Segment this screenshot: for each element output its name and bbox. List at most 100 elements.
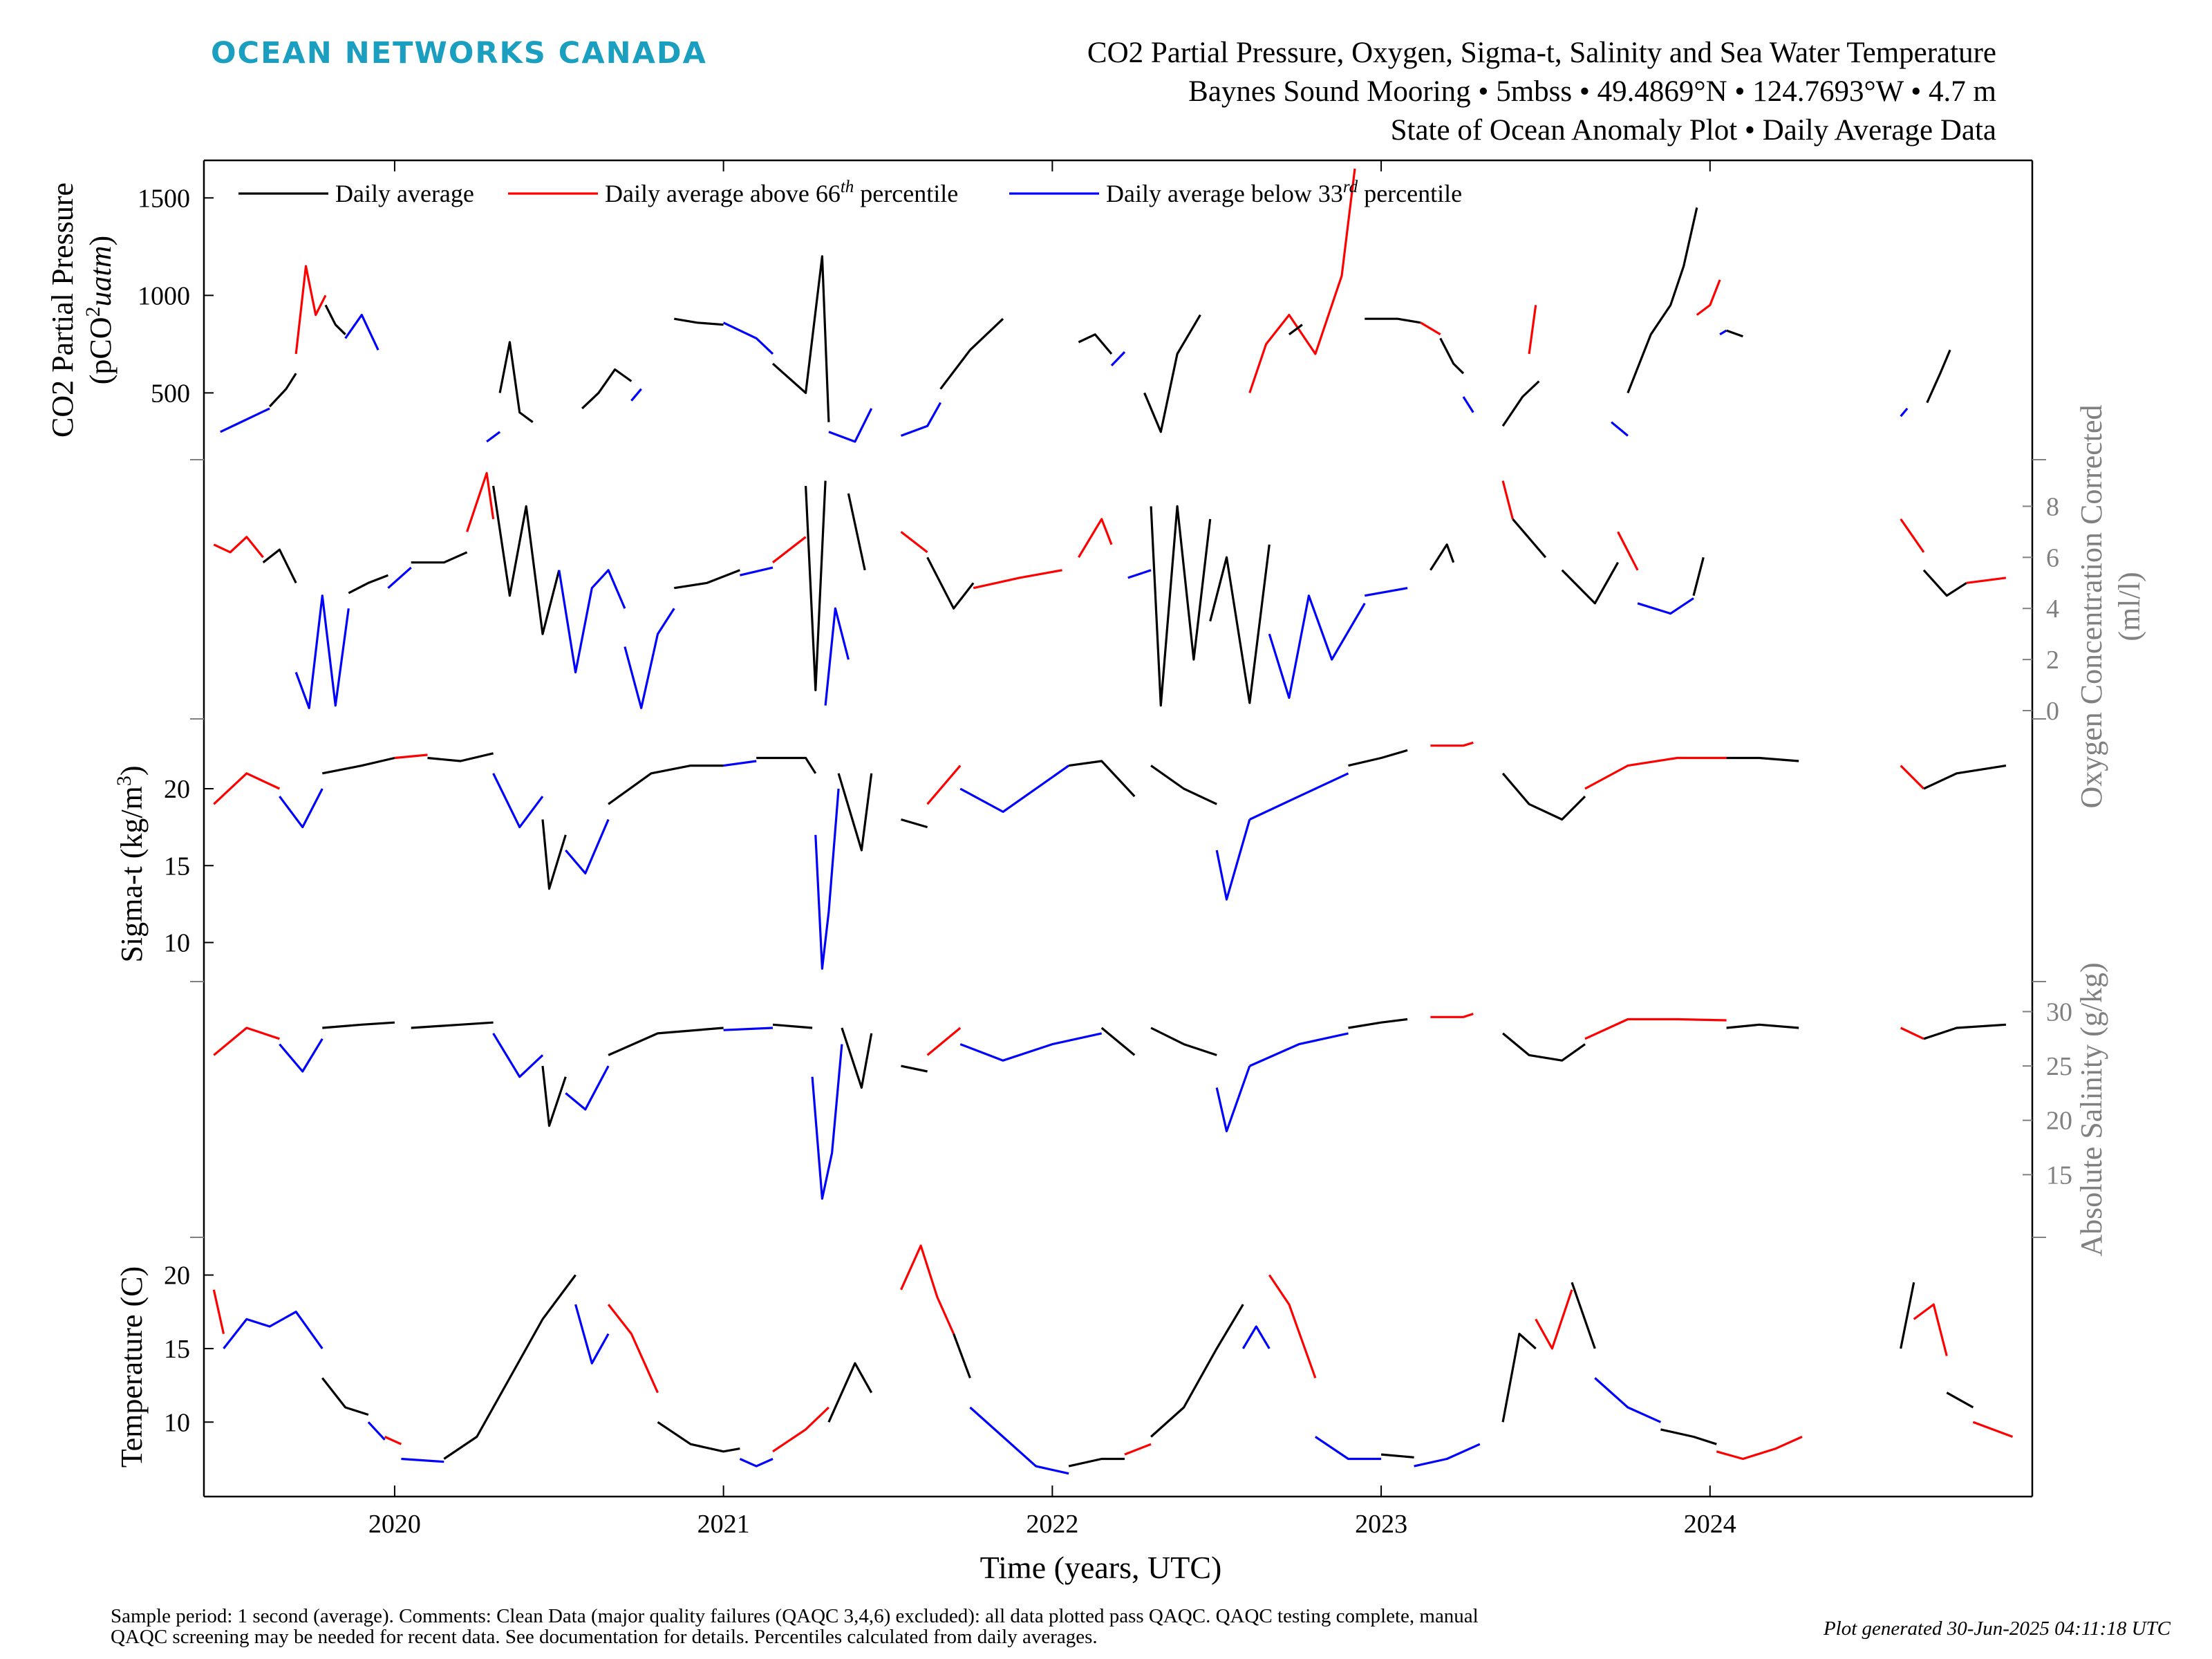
oxygen-series-daily-21 xyxy=(1150,505,1212,707)
salinity-ytick-label: 20 xyxy=(2046,1107,2072,1136)
sigma-series-daily-4 xyxy=(427,752,494,762)
oxygen-series-daily-27 xyxy=(1512,518,1547,559)
sigma-series-above-23 xyxy=(1584,756,1727,790)
co2-series-daily-15 xyxy=(1078,333,1113,355)
plot-generated-timestamp: Plot generated 30-Jun-2025 04:11:18 UTC xyxy=(1823,1618,2171,1640)
temperature-series-below-5 xyxy=(401,1457,444,1463)
temperature-series-below-10 xyxy=(739,1458,774,1468)
oxygen-series-below-14 xyxy=(824,607,850,706)
co2-series-daily-20 xyxy=(1365,317,1421,324)
sigma-series-daily-8 xyxy=(608,764,724,805)
co2-series-daily-3 xyxy=(324,304,346,335)
salinity-series-daily-23 xyxy=(1726,1023,1799,1029)
chart-title-line-1: CO2 Partial Pressure, Oxygen, Sigma-t, S… xyxy=(1087,37,1996,69)
panel-salinity: 15 20 25 30 Absolute Salinity (g/kg) xyxy=(190,962,2108,1257)
legend-below-label-part: rd xyxy=(1343,178,1358,196)
co2-series-above-25 xyxy=(1528,305,1537,355)
oxygen-series-above-0 xyxy=(213,536,264,559)
salinity-series-daily-16 xyxy=(1150,1027,1217,1056)
co2-series-below-26 xyxy=(1611,421,1629,437)
co2-series-below-10 xyxy=(722,321,774,355)
oxygen-series-daily-1 xyxy=(262,548,297,584)
co2-series-daily-9 xyxy=(674,317,724,326)
salinity-series-above-13 xyxy=(926,1027,962,1056)
legend: Daily average Daily average above 66th pe… xyxy=(238,178,1462,207)
co2-series-above-18 xyxy=(1248,168,1356,393)
temperature-series-above-20 xyxy=(1268,1274,1317,1379)
panel-sigma: 10 15 20 Sigma-t (kg/m3) xyxy=(113,718,2046,970)
oxygen-ylabel-line-1: Oxygen Concentration Corrected xyxy=(2074,404,2108,808)
footer-comment-line-1: Sample period: 1 second (average). Comme… xyxy=(111,1605,1479,1627)
oxygen-series-below-23 xyxy=(1268,594,1366,700)
sigma-series-below-18 xyxy=(1215,819,1251,901)
temperature-series-daily-24 xyxy=(1501,1332,1537,1423)
temperature-series-below-3 xyxy=(367,1421,386,1441)
oxygen-series-below-4 xyxy=(387,566,412,589)
co2-ylabel-sup: 2 xyxy=(82,306,104,317)
co2-series-below-4 xyxy=(344,314,379,350)
sigma-series-above-0 xyxy=(213,772,281,805)
sigma-ylabel-main: Sigma-t (kg/m xyxy=(115,786,149,962)
salinity-series-daily-3 xyxy=(411,1021,494,1029)
x-tick-label: 2024 xyxy=(1684,1510,1736,1539)
co2-series-daily-30 xyxy=(1726,329,1743,338)
oxygen-series-below-2 xyxy=(294,594,350,709)
co2-series-daily-27 xyxy=(1627,207,1698,393)
temperature-series-daily-28 xyxy=(1660,1428,1717,1445)
salinity-ytick-label: 15 xyxy=(2046,1161,2072,1190)
sigma-series-below-9 xyxy=(723,760,757,767)
oxygen-series-daily-7 xyxy=(492,485,561,635)
co2-series-below-31 xyxy=(1900,407,1909,418)
salinity-series-below-4 xyxy=(492,1033,544,1078)
sigma-series-daily-17 xyxy=(1150,765,1217,805)
temperature-series-above-11 xyxy=(772,1406,830,1453)
temperature-series-daily-16 xyxy=(1068,1457,1125,1468)
sigma-series-below-1 xyxy=(279,788,324,829)
temperature-series-daily-14 xyxy=(953,1333,971,1379)
temperature-series-below-21 xyxy=(1315,1436,1382,1461)
temperature-series-below-1 xyxy=(223,1311,324,1349)
oxygen-series-below-9 xyxy=(624,608,675,709)
oxygen-series-below-24 xyxy=(1365,587,1408,597)
salinity-series-daily-7 xyxy=(608,1027,724,1056)
oxygen-series-below-20 xyxy=(1127,569,1152,579)
salinity-series-daily-11 xyxy=(841,1027,873,1089)
co2-series-daily-17 xyxy=(1143,314,1201,433)
x-tick-label: 2023 xyxy=(1355,1510,1407,1539)
oxygen-series-daily-25 xyxy=(1430,543,1455,571)
co2-series-below-29 xyxy=(1719,329,1727,336)
oxygen-series-above-34 xyxy=(1966,577,2007,584)
sigma-series-daily-20 xyxy=(1348,749,1408,767)
salinity-series-above-20 xyxy=(1430,1013,1474,1018)
oxygen-series-above-19 xyxy=(1078,518,1113,559)
sigma-ytick-label: 20 xyxy=(164,775,190,804)
salinity-series-above-0 xyxy=(213,1027,280,1056)
chart-title-line-2: Baynes Sound Mooring • 5mbss • 49.4869°N… xyxy=(1188,75,1996,108)
oxygen-series-daily-15 xyxy=(847,493,866,571)
salinity-series-daily-15 xyxy=(1100,1027,1136,1056)
sigma-series-below-7 xyxy=(565,818,610,875)
panel-temperature: 10 15 20 Temperature (C) xyxy=(115,1237,2046,1475)
footer-comment-line-2: QAQC screening may be needed for recent … xyxy=(111,1626,1098,1648)
salinity-series-daily-9 xyxy=(772,1023,813,1029)
temperature-series-above-33 xyxy=(1972,1421,2014,1438)
co2-ylabel-line-1: CO2 Partial Pressure xyxy=(46,182,79,438)
sigma-series-above-21 xyxy=(1430,741,1474,747)
oxygen-series-daily-13 xyxy=(805,480,827,692)
co2-series-above-21 xyxy=(1420,321,1441,336)
salinity-series-below-17 xyxy=(1215,1065,1251,1133)
salinity-series-above-22 xyxy=(1584,1018,1727,1040)
oxygen-ylabel-line-2: (ml/l) xyxy=(2112,572,2146,641)
co2-ylabel-paren: (pCO xyxy=(84,317,118,384)
brand-logo-text: OCEAN NETWORKS CANADA xyxy=(211,36,707,71)
sigma-series-daily-22 xyxy=(1501,772,1586,821)
co2-series-below-8 xyxy=(630,388,642,402)
co2-series-below-23 xyxy=(1462,396,1474,413)
co2-series-daily-5 xyxy=(498,341,534,423)
temperature-series-below-23 xyxy=(1414,1443,1481,1468)
legend-above-label-part: th xyxy=(841,178,854,196)
sigma-series-below-19 xyxy=(1249,772,1349,821)
sigma-series-daily-16 xyxy=(1068,760,1136,798)
salinity-series-below-14 xyxy=(959,1032,1103,1062)
temperature-series-below-7 xyxy=(574,1304,610,1365)
